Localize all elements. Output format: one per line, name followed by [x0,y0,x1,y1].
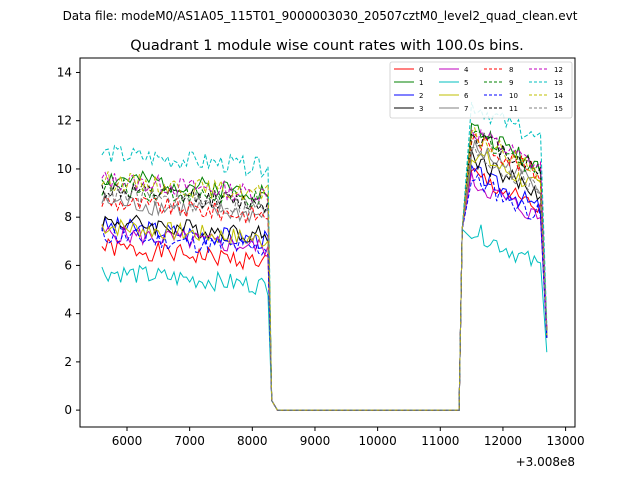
chart-title: Quadrant 1 module wise count rates with … [130,38,524,54]
legend-label-13: 13 [554,79,563,87]
legend-label-12: 12 [554,66,563,74]
y-tick-label: 2 [64,355,72,369]
x-tick-label: 9000 [300,434,331,448]
x-tick-label: 6000 [112,434,143,448]
legend-label-5: 5 [464,79,468,87]
legend-label-8: 8 [509,66,513,74]
legend-label-2: 2 [419,92,423,100]
x-tick-label: 7000 [174,434,205,448]
legend-box [389,61,573,119]
series-line-6 [101,150,548,411]
series-line-15 [101,146,548,411]
y-tick-label: 4 [64,307,72,321]
series-line-3 [101,149,548,411]
plot-area [101,101,548,411]
y-tick-label: 10 [57,162,72,176]
legend-label-10: 10 [509,92,518,100]
legend-label-11: 11 [509,105,518,113]
series-line-5 [101,224,548,411]
x-axis: 6000 7000 8000 9000 10000 11000 12000 13000 [112,427,585,448]
y-tick-label: 12 [57,114,72,128]
legend-label-9: 9 [509,79,513,87]
series-line-8 [101,132,548,411]
legend-label-6: 6 [464,92,469,100]
x-tick-label: 12000 [484,434,522,448]
x-tick-label: 11000 [421,434,459,448]
y-tick-label: 0 [64,403,72,417]
series-line-11 [101,132,548,411]
chart-suptitle: Data file: modeM0/AS1A05_115T01_90000030… [63,9,578,23]
series-line-14 [101,126,548,411]
legend-label-0: 0 [419,66,423,74]
legend-label-15: 15 [554,105,563,113]
series-line-9 [101,130,548,411]
y-tick-label: 6 [64,258,72,272]
x-tick-label: 10000 [359,434,397,448]
legend-label-4: 4 [464,66,469,74]
plot-frame [79,57,576,428]
series-line-4 [101,172,548,411]
series-line-12 [101,128,548,411]
series-line-1 [101,122,548,411]
y-tick-label: 8 [64,210,72,224]
x-tick-label: 13000 [547,434,585,448]
series-line-7 [101,139,548,411]
series-line-10 [101,173,548,411]
legend-label-3: 3 [419,105,423,113]
y-axis: 0 2 4 6 8 10 12 14 [57,65,80,417]
x-tick-label: 8000 [237,434,268,448]
x-axis-offset-label: +3.008e8 [516,455,575,469]
legend-label-1: 1 [419,79,423,87]
y-tick-label: 14 [57,65,72,79]
legend-label-14: 14 [554,92,563,100]
legend-label-7: 7 [464,105,468,113]
